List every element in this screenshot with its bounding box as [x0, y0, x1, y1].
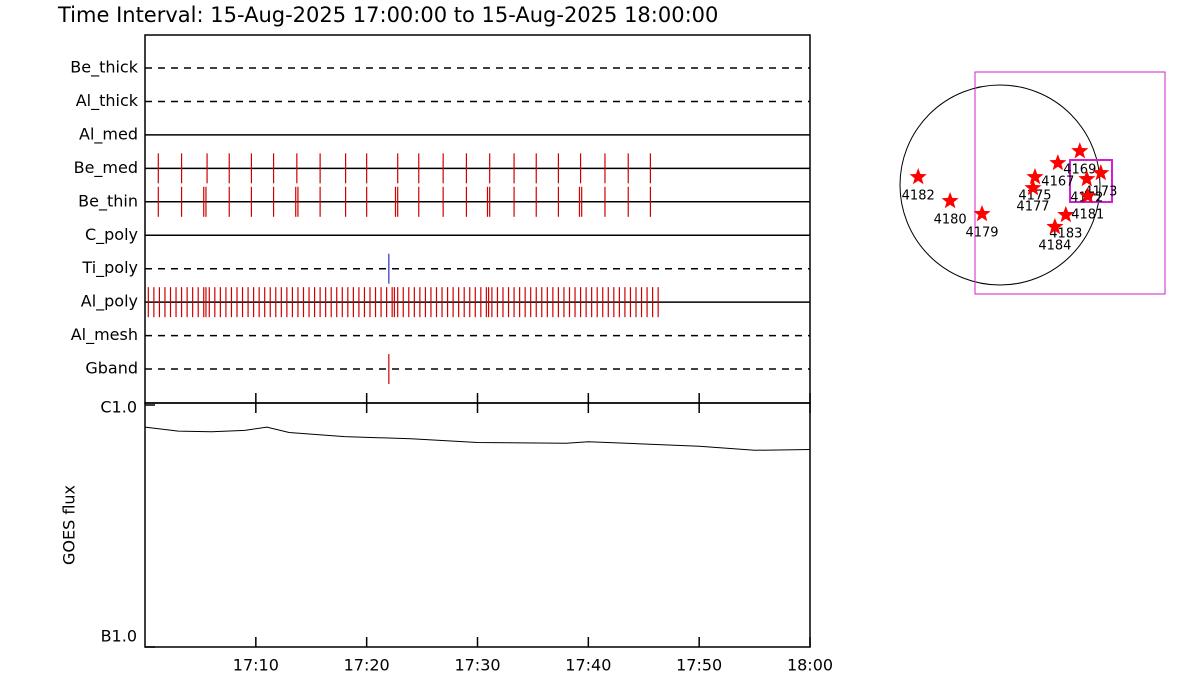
active-region: [1024, 179, 1042, 196]
timeline-frame: [144, 34, 811, 404]
active-region: [1046, 217, 1064, 235]
row-label: Be_thin: [78, 191, 138, 211]
row-label: Al_mesh: [71, 325, 138, 345]
active-region: [1071, 142, 1089, 159]
y-tick-label: C1.0: [100, 398, 137, 417]
row-label: C_poly: [85, 225, 138, 245]
row-label: Gband: [85, 359, 138, 378]
goes-curve: [144, 426, 811, 451]
row-label: Be_thick: [70, 58, 138, 78]
active-region: [1078, 170, 1096, 187]
active-region: [1092, 164, 1110, 181]
row-label: Al_poly: [81, 292, 138, 312]
region-label: 4179: [965, 225, 998, 240]
region-label: 4175: [1018, 189, 1051, 204]
region-label: 4184: [1038, 238, 1071, 253]
active-region: [909, 168, 927, 185]
x-tick-label: 17:20: [344, 656, 390, 675]
y-tick-label: B1.0: [101, 627, 137, 646]
row-label: Al_thick: [76, 91, 139, 111]
active-region: [1049, 154, 1067, 171]
active-region: [1026, 168, 1044, 185]
fov-large: [974, 71, 1166, 295]
region-label: 4180: [934, 212, 967, 227]
x-tick-label: 17:30: [454, 656, 500, 675]
active-region: [941, 192, 959, 209]
active-region: [973, 205, 991, 222]
region-label: 4169: [1063, 163, 1096, 178]
region-label: 4181: [1071, 208, 1104, 223]
region-label: 4167: [1041, 175, 1074, 190]
fov-small: [1069, 159, 1113, 203]
row-label: Be_med: [74, 158, 138, 178]
active-region: [1057, 205, 1075, 223]
row-label: Ti_poly: [81, 258, 138, 278]
x-tick-label: 17:10: [233, 656, 279, 675]
region-label: 4177: [1016, 200, 1049, 215]
x-tick-label: 17:50: [676, 656, 722, 675]
y-axis-label: GOES flux: [60, 485, 79, 565]
chart-title: Time Interval: 15-Aug-2025 17:00:00 to 1…: [57, 3, 718, 27]
x-tick-label: 18:00: [787, 656, 833, 675]
region-label: 4182: [902, 189, 935, 204]
solar-disk: [899, 84, 1101, 286]
x-tick-label: 17:40: [565, 656, 611, 675]
goes-frame: [144, 402, 811, 648]
active-region: [1079, 187, 1097, 204]
row-label: Al_med: [79, 124, 138, 144]
